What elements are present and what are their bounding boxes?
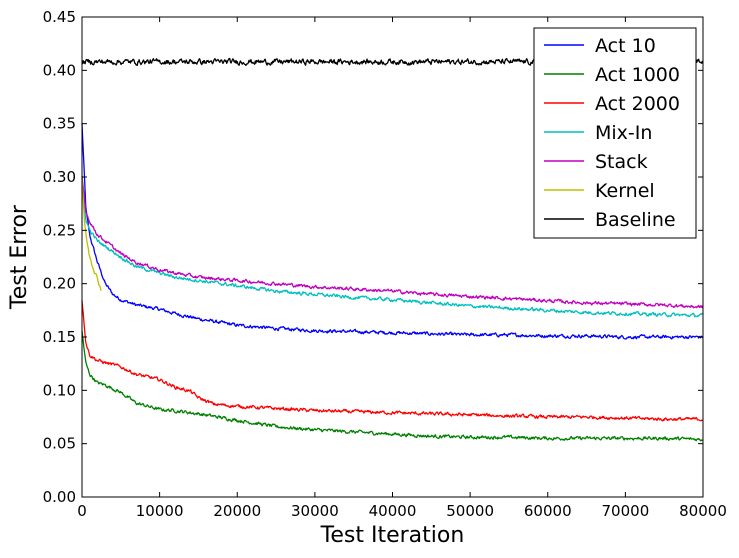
series-line-act-1000 <box>81 330 704 442</box>
legend-label: Kernel <box>595 180 655 202</box>
legend-label: Act 10 <box>595 35 656 57</box>
x-tick-label: 40000 <box>369 502 417 520</box>
y-tick-label: 0.40 <box>43 61 76 79</box>
y-tick-label: 0.25 <box>43 221 76 239</box>
series-line-kernel <box>81 176 102 291</box>
series-line-mix-in <box>81 187 704 318</box>
y-tick-label: 0.10 <box>43 381 76 399</box>
legend-label: Mix-In <box>595 122 652 144</box>
legend-box <box>533 27 697 239</box>
y-axis-title: Test Error <box>7 204 32 310</box>
series-line-act-10 <box>81 123 704 340</box>
y-tick-label: 0.15 <box>43 328 76 346</box>
x-tick-label: 0 <box>77 502 87 520</box>
legend-label: Act 2000 <box>595 93 680 115</box>
x-tick-label: 10000 <box>136 502 184 520</box>
ticks-layer: 0 10000 20000 30000 40000 50000 60000 70000 8000… <box>43 8 727 520</box>
y-tick-label: 0.20 <box>43 275 76 293</box>
legend-label: Stack <box>595 151 648 173</box>
legend-label: Act 1000 <box>595 64 680 86</box>
x-tick-label: 30000 <box>291 502 339 520</box>
x-tick-label: 20000 <box>213 502 261 520</box>
y-tick-label: 0.35 <box>43 115 76 133</box>
legend: Act 10 Act 1000 Act 2000 Mix-In Stack Kernel B… <box>533 27 697 239</box>
y-tick-label: 0.00 <box>43 488 76 506</box>
x-axis-title: Test Iteration <box>320 523 465 548</box>
legend-label: Baseline <box>595 209 676 231</box>
x-tick-label: 50000 <box>446 502 494 520</box>
x-tick-label: 60000 <box>524 502 572 520</box>
x-tick-label: 70000 <box>602 502 650 520</box>
series-line-act-2000 <box>81 300 704 422</box>
series-line-stack <box>81 176 704 309</box>
y-tick-label: 0.05 <box>43 435 76 453</box>
series-layer <box>81 57 704 442</box>
x-tick-label: 80000 <box>679 502 727 520</box>
y-tick-label: 0.30 <box>43 168 76 186</box>
y-tick-label: 0.45 <box>43 8 76 26</box>
